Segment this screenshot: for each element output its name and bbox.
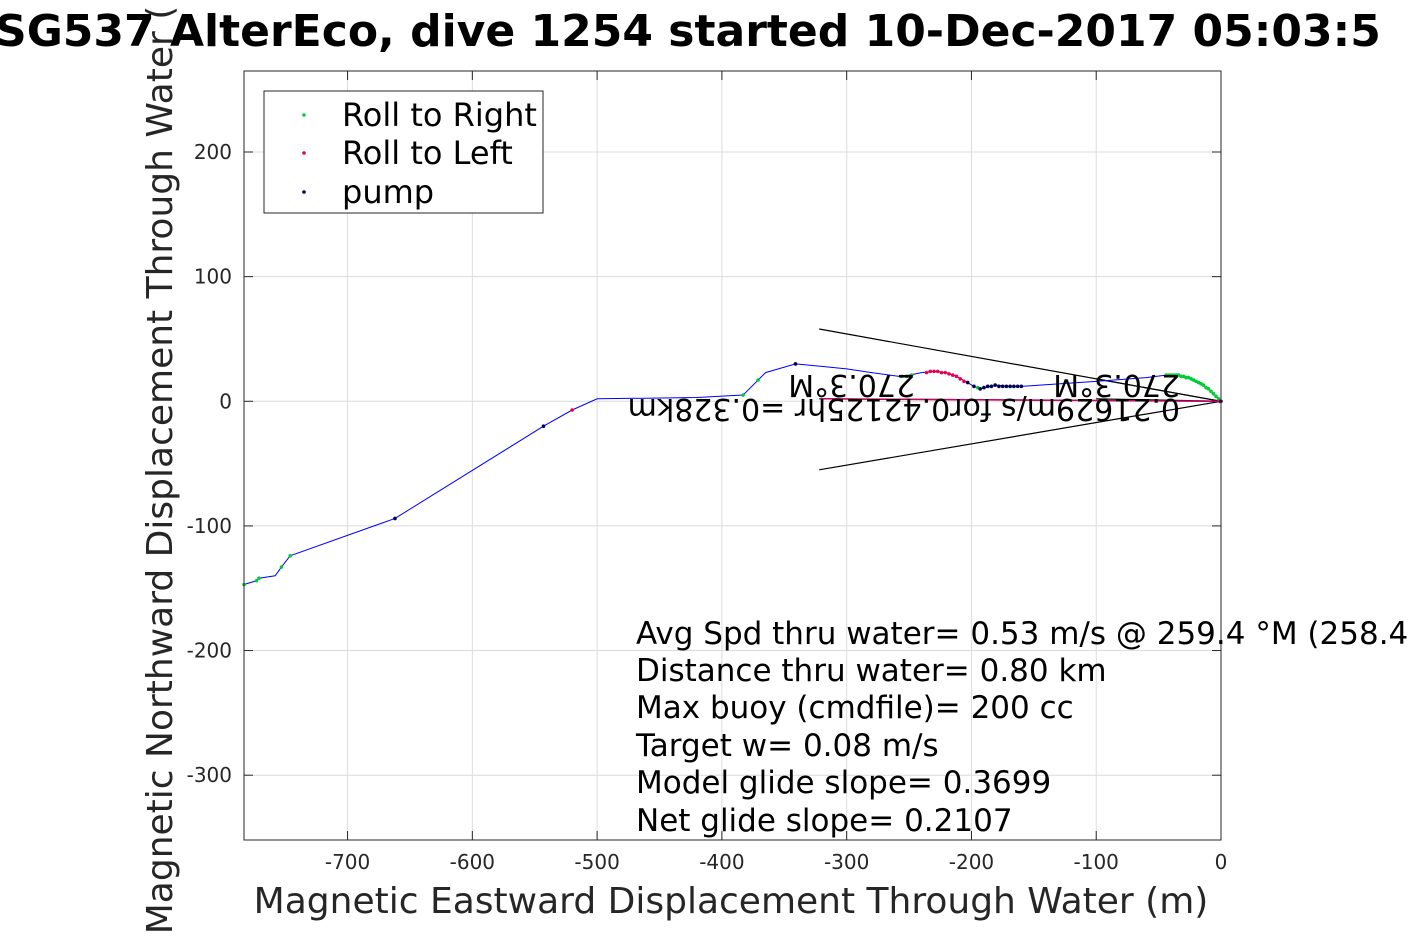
roll-left-point bbox=[928, 369, 933, 374]
legend-marker-pump bbox=[302, 190, 306, 194]
pump-point bbox=[1012, 384, 1016, 389]
y-tick-label: 0 bbox=[219, 389, 232, 413]
pump-point bbox=[965, 380, 970, 385]
current-line bbox=[1096, 378, 1222, 402]
roll-right-point bbox=[1206, 387, 1211, 391]
x-tick-label: -300 bbox=[824, 850, 869, 874]
y-tick-label: 100 bbox=[194, 265, 232, 289]
grid-lines bbox=[244, 71, 1222, 840]
roll-right-point bbox=[1209, 389, 1213, 394]
legend-marker-roll-left bbox=[302, 151, 306, 155]
roll-right-point bbox=[1169, 373, 1173, 377]
roll-right-point bbox=[741, 393, 745, 397]
roll-right-point bbox=[1184, 375, 1188, 380]
pump-point bbox=[1000, 384, 1005, 389]
x-tick-label: 0 bbox=[1215, 850, 1228, 874]
roll-right-point bbox=[257, 576, 261, 581]
roll-left-point bbox=[939, 370, 944, 375]
x-tick-label: -500 bbox=[574, 850, 619, 874]
pump-point bbox=[793, 362, 798, 366]
roll-right-point bbox=[756, 378, 760, 382]
y-tick-label: -200 bbox=[187, 639, 232, 663]
x-tick-label: -700 bbox=[325, 850, 370, 874]
pump-point bbox=[982, 385, 986, 390]
current-annotations: 0.21629m/s for0.42125hr =0.328km 270.3°M… bbox=[628, 367, 1180, 426]
x-axis-title: Magnetic Eastward Displacement Through W… bbox=[254, 881, 1209, 922]
roll-right-point bbox=[1214, 394, 1218, 399]
roll-left-point bbox=[954, 374, 959, 379]
pump-point bbox=[997, 384, 1001, 389]
pump-point bbox=[1019, 384, 1024, 389]
legend-label-roll-right: Roll to Right bbox=[342, 96, 537, 134]
legend-box bbox=[263, 90, 544, 214]
roll-left-point bbox=[950, 373, 955, 377]
pump-point bbox=[541, 424, 546, 429]
current-arrow bbox=[821, 398, 1222, 403]
stat-avg-speed: Avg Spd thru water= 0.53 m/s @ 259.4 °M … bbox=[636, 616, 1408, 652]
roll-left-point bbox=[570, 408, 574, 412]
roll-right-point bbox=[1201, 383, 1206, 387]
roll-right-point bbox=[1171, 373, 1176, 377]
pump-point bbox=[1004, 384, 1009, 389]
current-heading-annotation-2: 270.3°M bbox=[788, 367, 915, 402]
roll-right-point bbox=[899, 374, 904, 379]
x-tick-label: -600 bbox=[450, 850, 495, 874]
pump-point bbox=[1008, 384, 1012, 389]
roll-right-point bbox=[1179, 374, 1183, 379]
pump-point bbox=[993, 383, 997, 387]
y-tick-labels: -300 -200 -100 0 100 200 bbox=[187, 140, 232, 787]
x-tick-label: -200 bbox=[949, 850, 994, 874]
legend-marker-roll-right bbox=[302, 113, 306, 117]
x-tick-label: -100 bbox=[1074, 850, 1119, 874]
legend-label-roll-left: Roll to Left bbox=[342, 134, 513, 172]
marker-points bbox=[242, 362, 1223, 587]
current-speed-annotation: 0.21629m/s for0.42125hr =0.328km bbox=[628, 391, 1180, 426]
roll-right-point bbox=[254, 578, 259, 583]
pump-point bbox=[985, 384, 990, 389]
roll-right-point bbox=[1164, 373, 1168, 377]
roll-right-point bbox=[288, 554, 292, 558]
roll-left-point bbox=[935, 369, 940, 374]
stat-model-glide: Model glide slope= 0.3699 bbox=[636, 765, 1051, 801]
y-tick-label: 200 bbox=[194, 140, 232, 164]
roll-left-point bbox=[943, 370, 948, 375]
y-tick-label: -100 bbox=[187, 514, 232, 538]
pump-point bbox=[978, 387, 982, 391]
roll-right-point bbox=[904, 374, 909, 379]
track-line bbox=[243, 363, 1222, 585]
current-lines bbox=[819, 328, 1222, 471]
stat-max-buoy: Max buoy (cmdfile)= 200 cc bbox=[636, 690, 1074, 726]
x-tick-labels: -700 -600 -500 -400 -300 -200 -100 0 bbox=[325, 850, 1227, 874]
current-line bbox=[819, 400, 1222, 471]
chart-title: SG537 AlterEco, dive 1254 started 10-Dec… bbox=[0, 6, 1381, 57]
roll-left-point bbox=[962, 379, 966, 384]
dive-track bbox=[243, 363, 1222, 585]
roll-left-point bbox=[924, 370, 929, 375]
roll-left-point bbox=[947, 372, 951, 376]
plot-frame bbox=[243, 70, 1222, 841]
stat-distance: Distance thru water= 0.80 km bbox=[636, 653, 1107, 689]
stat-target-w: Target w= 0.08 m/s bbox=[635, 728, 939, 764]
pump-point bbox=[393, 516, 397, 521]
roll-right-point bbox=[1211, 392, 1216, 396]
current-heading-annotation-1: 270.3°M bbox=[1053, 367, 1180, 402]
roll-right-point bbox=[1174, 373, 1178, 377]
y-axis-title: Magnetic Northward Displacement Through … bbox=[140, 6, 181, 935]
roll-left-point bbox=[932, 369, 936, 374]
pump-point bbox=[1015, 384, 1020, 389]
roll-right-point bbox=[279, 565, 284, 569]
legend: Roll to Right Roll to Left pump bbox=[263, 90, 544, 214]
pump-point bbox=[972, 384, 976, 389]
dive-stats: Avg Spd thru water= 0.53 m/s @ 259.4 °M … bbox=[635, 616, 1408, 839]
y-tick-label: -300 bbox=[187, 763, 232, 787]
legend-label-pump: pump bbox=[342, 173, 434, 211]
roll-right-point bbox=[1166, 373, 1171, 377]
roll-left-point bbox=[958, 377, 963, 381]
stat-net-glide: Net glide slope= 0.2107 bbox=[636, 803, 1013, 839]
x-tick-label: -400 bbox=[699, 850, 744, 874]
roll-right-point bbox=[909, 373, 914, 377]
pump-point bbox=[989, 384, 994, 389]
